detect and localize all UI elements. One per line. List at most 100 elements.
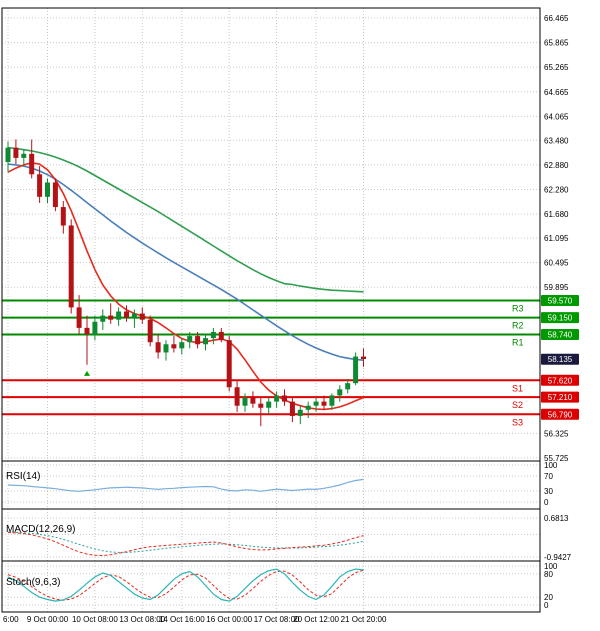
macd-tick-label: -0.9427: [544, 553, 572, 562]
resistance-price-badge-R2: [541, 312, 579, 324]
stoch-d-line: [7, 569, 364, 601]
support-price-badge-S1: [541, 374, 579, 386]
price-tick-label: 66.465: [544, 14, 569, 23]
ma_slow_green-line: [7, 146, 364, 293]
current-price-badge-label: 58.135: [548, 355, 573, 364]
support-price-badge-S2: [541, 391, 579, 403]
price-tick-label: 56.325: [544, 429, 569, 438]
candle-body: [163, 344, 169, 353]
candle-body: [297, 409, 303, 416]
price-axis-labels: 66.465 65.865 65.265 64.665 64.065 63.480 62.8…: [544, 14, 569, 463]
time-tick-label: 9 Oct 00:00: [27, 615, 69, 624]
price-tick-label: 62.280: [544, 185, 569, 194]
candle-body: [345, 383, 351, 390]
candle-body: [187, 336, 193, 343]
candle-body: [45, 182, 50, 197]
candle-body: [313, 401, 319, 406]
time-tick-label: 21 Oct 20:00: [341, 615, 387, 624]
rsi-tick-label: 100: [544, 461, 558, 470]
rsi-panel-title: RSI(14): [6, 471, 41, 482]
support-label-S2: S2: [512, 400, 523, 410]
resistance-price-badge-R2-label: 59.150: [548, 314, 573, 323]
stoch-tick-label: 100: [544, 562, 558, 571]
price-tick-label: 64.065: [544, 112, 569, 121]
candle-body: [305, 405, 311, 410]
time-tick-label: 13 Oct 08:00: [119, 615, 165, 624]
candle-body: [139, 313, 145, 320]
pivot-levels: R3 R2 R1 S1 S2 S3: [2, 299, 540, 427]
resistance-label-R3: R3: [512, 303, 524, 313]
chart-frame: [1, 7, 541, 613]
time-tick-label: 17 Oct 08:00: [254, 615, 300, 624]
candle-body: [289, 401, 295, 416]
candles-layer: [5, 139, 366, 427]
stoch-layer: [7, 568, 364, 602]
resistance-price-badge-R1: [541, 328, 579, 340]
price-tick-label: 63.480: [544, 136, 569, 145]
price-tick-label: 61.680: [544, 210, 569, 219]
time-tick-label: 16 Oct 00:00: [206, 615, 252, 624]
support-price-badge-S3: [541, 408, 579, 420]
candle-body: [155, 342, 161, 353]
ma_fast_red-line: [7, 161, 364, 411]
candle-body: [218, 331, 224, 341]
support-label-S1: S1: [512, 383, 523, 393]
candle-body: [21, 153, 27, 158]
rsi-line: [7, 478, 364, 492]
support-price-badge-S2-label: 57.210: [548, 393, 573, 402]
plot-border: [1, 7, 541, 613]
candle-body: [92, 321, 98, 335]
candle-body: [37, 174, 43, 197]
up-triangle-marker-icon: [84, 370, 90, 376]
candle-body: [203, 338, 208, 345]
macd-signal-line: [7, 531, 364, 553]
candle-body: [60, 207, 66, 226]
resistance-price-badge-R1-label: 58.740: [548, 330, 573, 339]
candle-body: [29, 153, 35, 175]
candle-body: [100, 315, 106, 322]
candle-body: [171, 344, 177, 349]
candle-body: [274, 395, 280, 402]
resistance-label-R2: R2: [512, 321, 524, 331]
candle-body: [321, 401, 327, 406]
current-price-badge: [541, 353, 579, 365]
candle-body: [84, 327, 90, 335]
candle-body: [147, 319, 153, 343]
price-tick-label: 61.095: [544, 234, 569, 243]
price-tick-label: 55.725: [544, 454, 569, 463]
resistance-price-badge-R3-label: 59.570: [548, 296, 573, 305]
macd-panel-title: MACD(12,26,9): [6, 524, 76, 535]
candle-body: [68, 225, 74, 308]
support-price-badge-S1-label: 57.620: [548, 376, 573, 385]
candle-body: [76, 307, 82, 328]
price-tick-label: 62.880: [544, 161, 569, 170]
macd-line: [7, 531, 364, 557]
candle-body: [210, 331, 216, 339]
candle-body: [361, 356, 366, 360]
candle-body: [52, 182, 58, 208]
stoch-panel-title: Stoch(9,6,3): [6, 577, 61, 588]
rsi-tick-label: 0: [544, 498, 549, 507]
candle-body: [258, 403, 264, 408]
resistance-label-R1: R1: [512, 337, 524, 347]
candle-body: [116, 311, 122, 320]
candle-body: [250, 397, 256, 404]
rsi-tick-label: 70: [544, 472, 553, 481]
price-tick-label: 65.865: [544, 39, 569, 48]
rsi-tick-label: 30: [544, 487, 553, 496]
price-tick-label: 59.895: [544, 283, 569, 292]
macd-layer: [7, 531, 364, 557]
moving-averages: [7, 146, 364, 411]
price-badges: 59.570 59.150 58.740 58.135 57.620 57.210 56.7…: [541, 294, 579, 420]
support-label-S3: S3: [512, 417, 523, 427]
candle-body: [234, 387, 240, 406]
ma_mid_blue-line: [7, 163, 364, 361]
candle-body: [13, 147, 19, 158]
candle-body: [329, 395, 335, 406]
time-axis-labels: 6:00 9 Oct 00:00 10 Oct 08:00 13 Oct 08:001…: [3, 615, 387, 624]
rsi-layer: [7, 478, 364, 492]
stoch-tick-label: 0: [544, 601, 549, 610]
